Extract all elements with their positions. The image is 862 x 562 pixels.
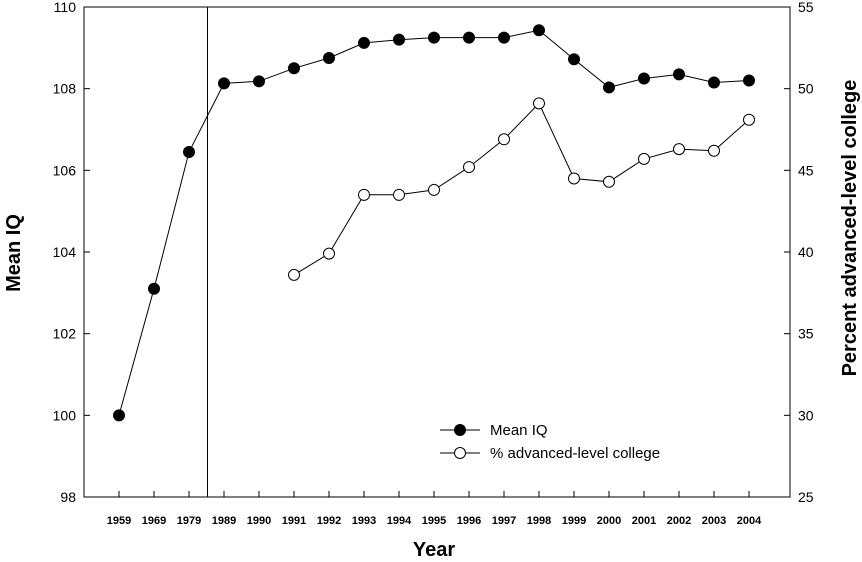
legend-label-1: Mean IQ	[490, 422, 548, 439]
series-1-point	[218, 77, 230, 90]
series-2-point	[288, 268, 300, 281]
series-2-point	[358, 188, 370, 201]
series-1-point	[253, 75, 265, 88]
series-1-point	[288, 62, 300, 75]
series-2-point	[393, 188, 405, 201]
left-axis-title: Mean IQ	[3, 214, 25, 292]
series-2-point	[568, 172, 580, 185]
series-1-point	[393, 33, 405, 46]
right-axis-tick-label: 30	[798, 407, 814, 423]
series-2-point	[463, 161, 475, 174]
x-axis-tick-label: 2003	[702, 515, 726, 527]
right-axis-tick-label: 55	[798, 0, 814, 15]
series-lines-layer	[118, 29, 750, 416]
legend-marker-2	[454, 447, 466, 459]
series-1-point	[183, 145, 195, 158]
x-axis-tick-label: 2002	[667, 515, 691, 527]
series-1-point	[323, 52, 335, 65]
series-1-point	[673, 68, 685, 81]
x-axis-tick-label: 1999	[562, 515, 586, 527]
right-axis-tick-label: 45	[798, 162, 814, 178]
series-1-point	[463, 31, 475, 44]
right-axis-tick-label: 35	[798, 326, 814, 342]
series-2-point	[498, 133, 510, 146]
series-2-point	[428, 183, 440, 196]
series-2-point	[708, 144, 720, 157]
x-axis-tick-label: 1989	[212, 515, 236, 527]
series-2-point	[743, 113, 755, 126]
series-1-point	[603, 81, 615, 94]
right-axis-tick-label: 25	[798, 489, 814, 505]
series-1-point	[498, 31, 510, 44]
axes-layer: 98 100 102 104 106 108 110 25 30 35 40 45 50 55 1959 19…	[53, 0, 814, 527]
left-axis-tick-label: 110	[54, 0, 77, 15]
legend-label-2: % advanced-level college	[490, 445, 660, 462]
x-axis-tick-label: 1997	[492, 515, 516, 527]
left-axis-tick-label: 100	[53, 407, 77, 423]
x-axis-tick-label: 1993	[352, 515, 376, 527]
x-axis-tick-label: 1979	[177, 515, 201, 527]
x-axis-tick-label: 1992	[317, 515, 341, 527]
x-axis-tick-label: 1995	[422, 515, 446, 527]
x-axis-tick-label: 1998	[527, 515, 551, 527]
x-axis-tick-label: 2001	[632, 515, 656, 527]
series-1-point	[148, 282, 160, 295]
left-axis-tick-label: 98	[60, 489, 76, 505]
left-axis-tick-label: 104	[53, 244, 77, 260]
legend-marker-1	[454, 424, 466, 436]
series-1-point	[743, 74, 755, 87]
series-line-1	[118, 29, 750, 416]
x-axis-tick-label: 1996	[457, 515, 481, 527]
x-axis-tick-label: 1969	[142, 515, 166, 527]
x-axis-tick-label: 2000	[597, 515, 621, 527]
left-axis-tick-label: 102	[53, 326, 77, 342]
left-axis-tick-label: 108	[53, 81, 77, 97]
left-axis-tick-label: 106	[53, 162, 77, 178]
series-1-point	[113, 409, 125, 422]
series-1-point	[358, 36, 370, 49]
series-1-point	[708, 76, 720, 89]
series-2-point	[533, 97, 545, 110]
series-2-point	[323, 247, 335, 260]
series-points-layer	[113, 24, 755, 422]
series-2-point	[638, 152, 650, 165]
plot-frame	[83, 6, 791, 498]
right-axis-title: Percent advanced-level college	[839, 80, 861, 377]
x-axis-title: Year	[413, 539, 455, 561]
right-axis-tick-label: 40	[798, 244, 814, 260]
x-axis-tick-label: 1994	[387, 515, 412, 527]
right-axis-tick-label: 50	[798, 81, 814, 97]
x-axis-tick-label: 1990	[247, 515, 271, 527]
series-1-point	[533, 24, 545, 37]
series-2-point	[603, 175, 615, 188]
x-axis-tick-label: 1991	[282, 515, 306, 527]
series-1-point	[638, 72, 650, 85]
x-axis-tick-label: 2004	[737, 515, 762, 527]
series-1-point	[568, 53, 580, 66]
legend: Mean IQ % advanced-level college	[440, 422, 660, 462]
series-2-point	[673, 143, 685, 156]
x-axis-tick-label: 1959	[107, 515, 131, 527]
series-1-point	[428, 31, 440, 44]
